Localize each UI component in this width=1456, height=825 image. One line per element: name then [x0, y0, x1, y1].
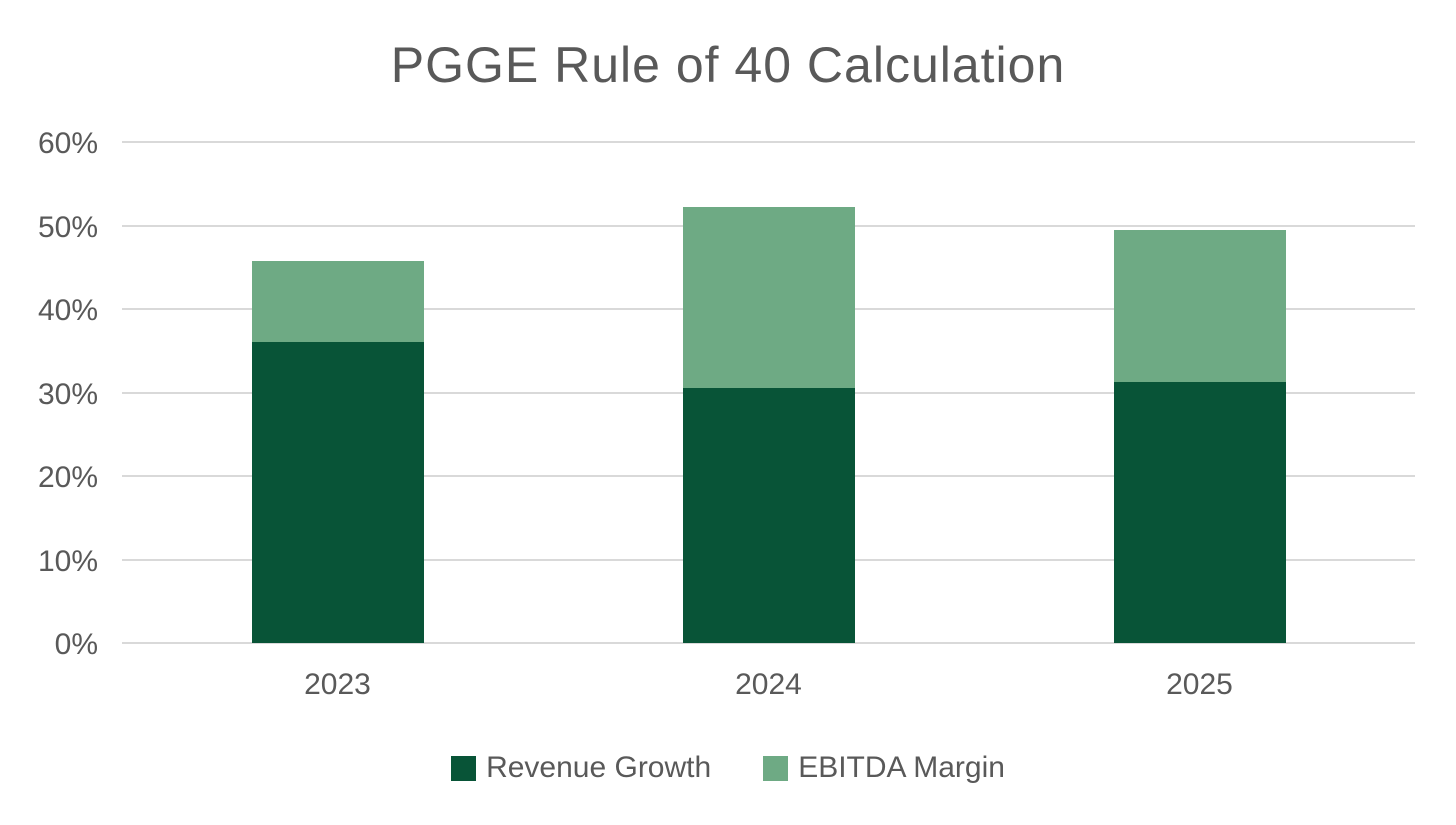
- y-tick-label: 40%: [37, 294, 98, 327]
- grid-line: [122, 141, 1415, 143]
- y-tick-label: 20%: [37, 461, 98, 494]
- bar-segment-ebitda-margin-2024: [682, 207, 855, 388]
- chart-title: PGGE Rule of 40 Calculation: [390, 37, 1066, 93]
- bar-segment-ebitda-margin-2025: [1113, 229, 1286, 382]
- legend-item-ebitda-margin: EBITDA Margin: [763, 751, 1005, 785]
- x-axis-label-2024: 2024: [735, 668, 802, 701]
- y-tick-label: 50%: [37, 210, 98, 244]
- bar-segment-ebitda-margin-2023: [251, 260, 424, 343]
- legend-label-revenue-growth: Revenue Growth: [486, 751, 712, 784]
- x-axis-label-2025: 2025: [1166, 668, 1233, 701]
- legend-label-ebitda-margin: EBITDA Margin: [798, 751, 1005, 784]
- bar-segment-revenue-growth-2024: [682, 387, 855, 643]
- legend: Revenue Growth EBITDA Margin: [0, 751, 1456, 785]
- legend-item-revenue-growth: Revenue Growth: [451, 751, 711, 785]
- y-tick-label: 60%: [37, 127, 98, 160]
- bar-segment-revenue-growth-2023: [251, 342, 424, 643]
- ebitda-margin-swatch-icon: [763, 755, 789, 781]
- grid-line: [122, 642, 1415, 644]
- x-axis-label-2023: 2023: [304, 668, 371, 701]
- y-tick-label: 10%: [37, 544, 98, 578]
- y-tick-label: 0%: [54, 628, 98, 661]
- y-tick-label: 30%: [37, 377, 98, 411]
- bar-segment-revenue-growth-2025: [1113, 381, 1286, 643]
- revenue-growth-swatch-icon: [451, 755, 477, 781]
- plot-area: [122, 141, 1415, 644]
